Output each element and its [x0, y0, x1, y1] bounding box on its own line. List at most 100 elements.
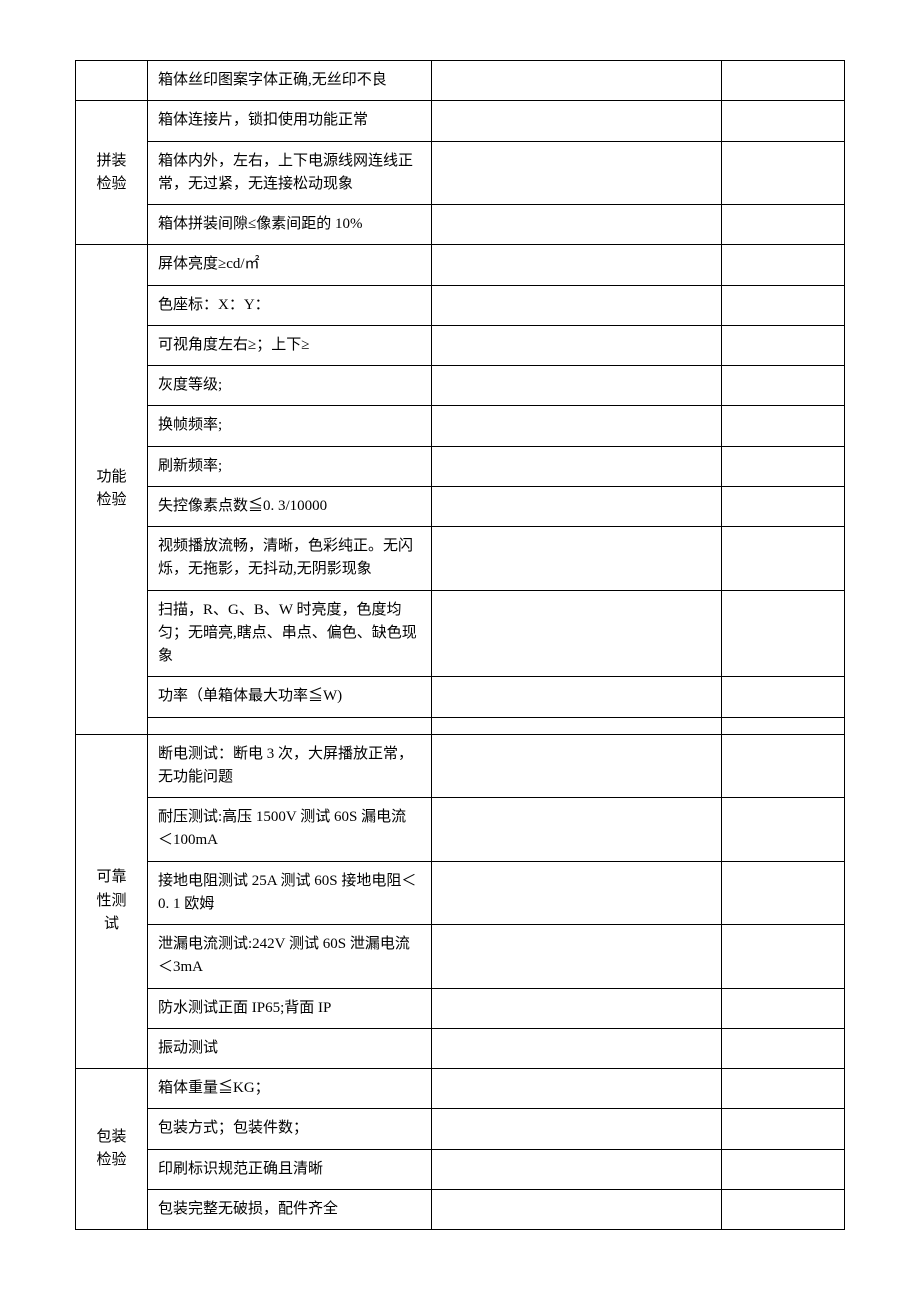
inspection-item: 灰度等级;: [148, 366, 432, 406]
category-cell: [76, 61, 148, 101]
result-cell: [432, 527, 722, 591]
inspection-item: 箱体连接片，锁扣使用功能正常: [148, 101, 432, 141]
result-cell: [432, 798, 722, 862]
table-row: 印刷标识规范正确且清晰: [76, 1149, 845, 1189]
inspection-item: 包装完整无破损，配件齐全: [148, 1189, 432, 1229]
table-row: 防水测试正面 IP65;背面 IP: [76, 988, 845, 1028]
inspection-item: 扫描，R、G、B、W 时亮度，色度均匀；无暗亮,瞎点、串点、偏色、缺色现象: [148, 590, 432, 677]
result-cell: [432, 861, 722, 925]
remark-cell: [722, 1109, 845, 1149]
table-row: 耐压测试:高压 1500V 测试 60S 漏电流＜100mA: [76, 798, 845, 862]
category-cell: 功能检验: [76, 245, 148, 734]
result-cell: [432, 1189, 722, 1229]
result-cell: [432, 446, 722, 486]
inspection-item: 泄漏电流测试:242V 测试 60S 泄漏电流＜3mA: [148, 925, 432, 989]
inspection-item: 色座标：X：Y：: [148, 285, 432, 325]
result-cell: [432, 988, 722, 1028]
inspection-item: 断电测试：断电 3 次，大屏播放正常，无功能问题: [148, 734, 432, 798]
result-cell: [432, 406, 722, 446]
result-cell: [432, 486, 722, 526]
result-cell: [432, 245, 722, 285]
result-cell: [432, 677, 722, 717]
table-row: 箱体拼装间隙≤像素间距的 10%: [76, 205, 845, 245]
inspection-item: 接地电阻测试 25A 测试 60S 接地电阻＜0. 1 欧姆: [148, 861, 432, 925]
remark-cell: [722, 486, 845, 526]
result-cell: [432, 285, 722, 325]
table-row: 功能检验屏体亮度≥cd/㎡: [76, 245, 845, 285]
table-row: 色座标：X：Y：: [76, 285, 845, 325]
table-row: 拼装检验箱体连接片，锁扣使用功能正常: [76, 101, 845, 141]
inspection-item: 功率（单箱体最大功率≦W): [148, 677, 432, 717]
table-row: 视频播放流畅，清晰，色彩纯正。无闪烁，无拖影，无抖动,无阴影现象: [76, 527, 845, 591]
inspection-item: 防水测试正面 IP65;背面 IP: [148, 988, 432, 1028]
table-row: 可靠性测试断电测试：断电 3 次，大屏播放正常，无功能问题: [76, 734, 845, 798]
remark-cell: [722, 245, 845, 285]
result-cell: [432, 1028, 722, 1068]
remark-cell: [722, 1149, 845, 1189]
remark-cell: [722, 798, 845, 862]
category-cell: 拼装检验: [76, 101, 148, 245]
table-row: 包装完整无破损，配件齐全: [76, 1189, 845, 1229]
table-row: 功率（单箱体最大功率≦W): [76, 677, 845, 717]
table-row: 泄漏电流测试:242V 测试 60S 泄漏电流＜3mA: [76, 925, 845, 989]
remark-cell: [722, 988, 845, 1028]
remark-cell: [722, 590, 845, 677]
remark-cell: [722, 406, 845, 446]
remark-cell: [722, 366, 845, 406]
table-row: 可视角度左右≥；上下≥: [76, 325, 845, 365]
remark-cell: [722, 1069, 845, 1109]
inspection-item: [148, 717, 432, 734]
table-row: 扫描，R、G、B、W 时亮度，色度均匀；无暗亮,瞎点、串点、偏色、缺色现象: [76, 590, 845, 677]
table-row: 箱体丝印图案字体正确,无丝印不良: [76, 61, 845, 101]
inspection-item: 换帧频率;: [148, 406, 432, 446]
result-cell: [432, 734, 722, 798]
category-cell: 可靠性测试: [76, 734, 148, 1069]
inspection-item: 刷新频率;: [148, 446, 432, 486]
table-row: 灰度等级;: [76, 366, 845, 406]
remark-cell: [722, 1028, 845, 1068]
result-cell: [432, 141, 722, 205]
remark-cell: [722, 861, 845, 925]
remark-cell: [722, 101, 845, 141]
remark-cell: [722, 717, 845, 734]
inspection-table: 箱体丝印图案字体正确,无丝印不良拼装检验箱体连接片，锁扣使用功能正常箱体内外，左…: [75, 60, 845, 1230]
remark-cell: [722, 925, 845, 989]
result-cell: [432, 1149, 722, 1189]
category-cell: 包装检验: [76, 1069, 148, 1230]
inspection-item: 印刷标识规范正确且清晰: [148, 1149, 432, 1189]
remark-cell: [722, 1189, 845, 1229]
table-row: [76, 717, 845, 734]
result-cell: [432, 325, 722, 365]
inspection-item: 耐压测试:高压 1500V 测试 60S 漏电流＜100mA: [148, 798, 432, 862]
inspection-item: 包装方式；包装件数；: [148, 1109, 432, 1149]
remark-cell: [722, 61, 845, 101]
result-cell: [432, 1069, 722, 1109]
inspection-item: 振动测试: [148, 1028, 432, 1068]
inspection-item: 箱体重量≦KG；: [148, 1069, 432, 1109]
result-cell: [432, 925, 722, 989]
remark-cell: [722, 734, 845, 798]
remark-cell: [722, 205, 845, 245]
inspection-item: 箱体拼装间隙≤像素间距的 10%: [148, 205, 432, 245]
result-cell: [432, 101, 722, 141]
inspection-item: 视频播放流畅，清晰，色彩纯正。无闪烁，无拖影，无抖动,无阴影现象: [148, 527, 432, 591]
table-row: 包装方式；包装件数；: [76, 1109, 845, 1149]
inspection-item: 屏体亮度≥cd/㎡: [148, 245, 432, 285]
table-row: 换帧频率;: [76, 406, 845, 446]
table-row: 失控像素点数≦0. 3/10000: [76, 486, 845, 526]
result-cell: [432, 61, 722, 101]
result-cell: [432, 205, 722, 245]
inspection-item: 箱体丝印图案字体正确,无丝印不良: [148, 61, 432, 101]
result-cell: [432, 366, 722, 406]
inspection-item: 箱体内外，左右，上下电源线网连线正常，无过紧，无连接松动现象: [148, 141, 432, 205]
remark-cell: [722, 527, 845, 591]
result-cell: [432, 590, 722, 677]
result-cell: [432, 1109, 722, 1149]
remark-cell: [722, 325, 845, 365]
table-row: 包装检验箱体重量≦KG；: [76, 1069, 845, 1109]
table-row: 接地电阻测试 25A 测试 60S 接地电阻＜0. 1 欧姆: [76, 861, 845, 925]
result-cell: [432, 717, 722, 734]
inspection-item: 失控像素点数≦0. 3/10000: [148, 486, 432, 526]
inspection-item: 可视角度左右≥；上下≥: [148, 325, 432, 365]
remark-cell: [722, 141, 845, 205]
